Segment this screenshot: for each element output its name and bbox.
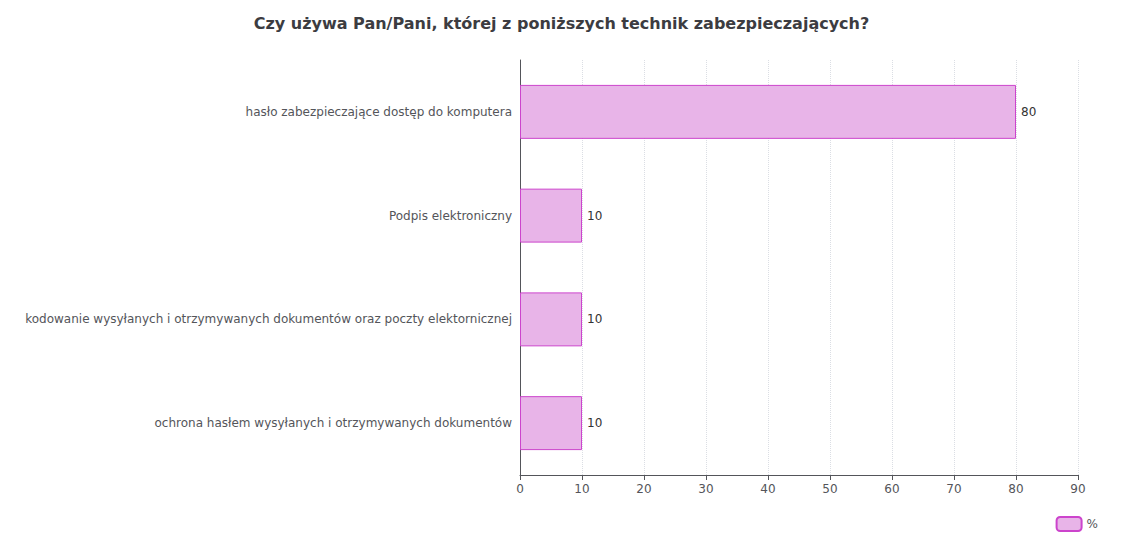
- svg-text:10: 10: [587, 312, 602, 326]
- svg-text:10: 10: [587, 209, 602, 223]
- svg-text:ochrona hasłem wysyłanych i ot: ochrona hasłem wysyłanych i otrzymywanyc…: [155, 416, 513, 430]
- svg-text:%: %: [1087, 517, 1098, 531]
- svg-text:60: 60: [884, 482, 899, 496]
- svg-text:10: 10: [574, 482, 589, 496]
- svg-text:kodowanie wysyłanych i otrzymy: kodowanie wysyłanych i otrzymywanych dok…: [25, 312, 512, 326]
- svg-text:0: 0: [516, 482, 524, 496]
- svg-text:50: 50: [822, 482, 837, 496]
- svg-text:80: 80: [1021, 105, 1036, 119]
- svg-text:Czy używa Pan/Pani, której z p: Czy używa Pan/Pani, której z poniższych …: [254, 14, 870, 33]
- svg-text:10: 10: [587, 416, 602, 430]
- svg-text:hasło zabezpieczające dostęp d: hasło zabezpieczające dostęp do komputer…: [246, 105, 512, 119]
- svg-text:70: 70: [946, 482, 961, 496]
- svg-text:40: 40: [760, 482, 775, 496]
- svg-text:20: 20: [636, 482, 651, 496]
- svg-text:80: 80: [1008, 482, 1023, 496]
- svg-text:Podpis elektroniczny: Podpis elektroniczny: [389, 209, 512, 223]
- svg-text:30: 30: [698, 482, 713, 496]
- svg-text:90: 90: [1070, 482, 1085, 496]
